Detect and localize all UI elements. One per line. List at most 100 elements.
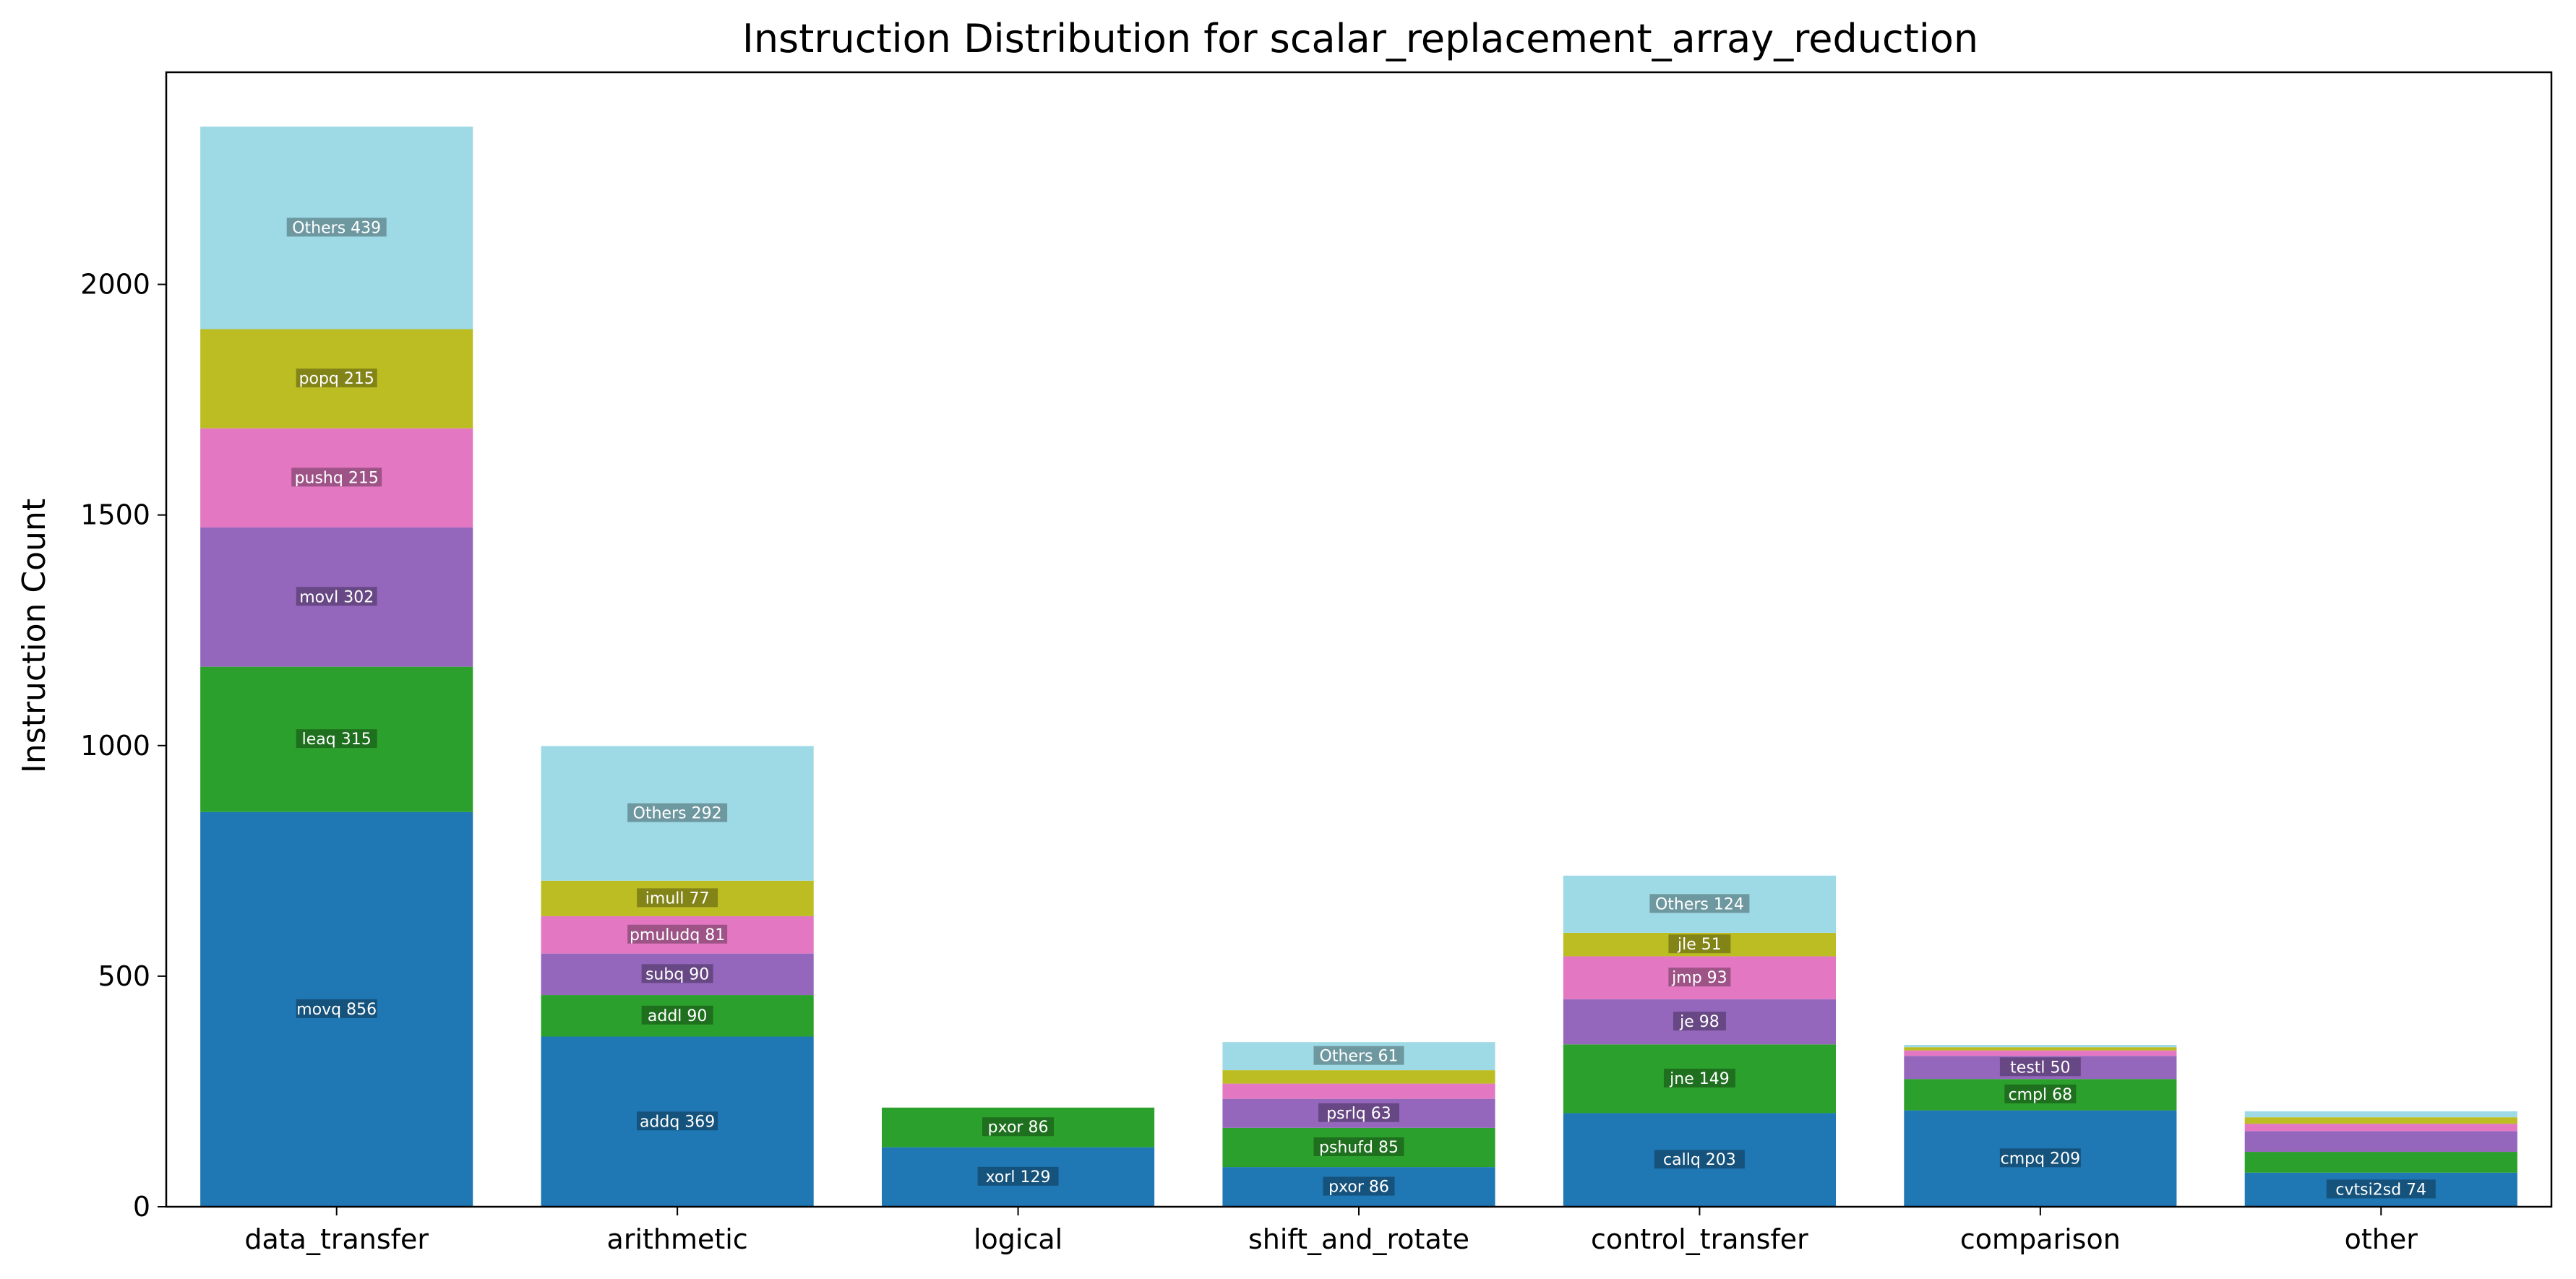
segment-label: xorl 129 [986,1168,1051,1187]
bar-segment [1222,1127,1495,1168]
segment-label: callq 203 [1663,1151,1736,1169]
segment-label-background [1654,1150,1745,1169]
segment-label: psrlq 63 [1326,1105,1391,1123]
segment-label-background [627,924,728,944]
segment-label-background [1673,1012,1726,1031]
bar-segment [1222,1042,1495,1071]
y-axis-label: Instruction Count [16,499,53,773]
segment-label-background [982,1117,1055,1137]
bar-segment [882,1147,1155,1207]
bar-segment [1563,999,1836,1045]
segment-label-background [296,729,377,749]
bar-segment [1904,1047,2177,1051]
bar-segment [1563,956,1836,999]
segment-label-background [1668,968,1731,987]
segment-label: imull 77 [645,890,710,908]
y-tick-label: 500 [98,960,150,992]
bar-segment [1563,932,1836,957]
segment-label: cmpl 68 [2009,1086,2073,1104]
x-tick-label: comparison [1960,1223,2121,1255]
bar-segment [200,329,473,429]
x-tick-label: data_transfer [244,1223,429,1255]
segment-label: je 98 [1679,1013,1720,1031]
plot-frame [165,71,2553,1208]
segment-label-background [286,218,387,237]
bar-stack-comparison: cmpq 209 cmpl 68 testl 50 [1904,1044,2177,1207]
segment-label-background [627,803,728,822]
segment-label-background [641,964,713,983]
bar-segment [541,1036,814,1207]
bars-layer: movq 856 leaq 315 movl 302 pushq 215 popq 21… [200,126,2517,1207]
bar-segment [1563,875,1836,933]
bar-segment [1222,1098,1495,1128]
bar-segment [200,811,473,1207]
bar-segment [2244,1131,2517,1153]
segment-label-background [296,999,377,1018]
segment-label-background [1313,1137,1404,1156]
x-tick-label: control_transfer [1591,1223,1808,1255]
segment-label-background [637,1111,718,1131]
segment-label: subq 90 [645,965,709,983]
bar-segment [541,995,814,1037]
segment-label-background [1313,1046,1404,1065]
segment-label: pxor 86 [988,1119,1049,1137]
bar-segment [1222,1070,1495,1084]
segment-label: popq 215 [299,370,374,388]
x-tick-label: arithmetic [607,1223,748,1255]
segment-label: addl 90 [648,1007,708,1025]
bar-stack-logical: xorl 129 pxor 86 [882,1107,1155,1207]
segment-label: movq 856 [296,1001,377,1019]
bar-segment [2244,1124,2517,1132]
segment-label-background [977,1166,1059,1186]
bar-segment [2244,1152,2517,1173]
segment-label: pmuludq 81 [630,926,725,944]
segment-label-background [1649,894,1750,913]
segment-label: Others 61 [1320,1048,1399,1066]
bar-segment [1904,1079,2177,1111]
segment-label: pushq 215 [295,469,379,487]
bar-segment [1222,1083,1495,1099]
bar-segment [1904,1050,2177,1056]
segment-label: movl 302 [299,588,374,606]
segment-label: cmpq 209 [2001,1150,2080,1168]
segment-label: jle 51 [1677,936,1722,954]
bar-segment [1904,1044,2177,1048]
bar-segment [541,880,814,916]
segment-label: jne 149 [1669,1070,1730,1088]
bar-stack-other: cvtsi2sd 74 [2244,1111,2517,1207]
segment-label-background [637,888,718,908]
segment-label: pshufd 85 [1319,1139,1399,1157]
segment-label-background [1999,1057,2081,1077]
segment-label-background [1999,1148,2081,1168]
bar-segment [1904,1110,2177,1207]
segment-label-background [1668,934,1731,954]
segment-label: pxor 86 [1328,1179,1389,1197]
x-tick-label: logical [974,1223,1062,1255]
segment-label-background [296,587,377,606]
bar-segment [882,1107,1155,1147]
segment-label: cvtsi2sd 74 [2335,1181,2426,1199]
bar-stack-arithmetic: addq 369 addl 90 subq 90 pmuludq 81 imull 77… [541,746,814,1207]
x-tick-label: other [2345,1223,2418,1255]
y-tick-label: 2000 [80,269,150,301]
bar-segment [2244,1172,2517,1207]
chart-title: Instruction Distribution for scalar_repl… [742,16,1978,61]
bar-stack-data-transfer: movq 856 leaq 315 movl 302 pushq 215 popq 21… [200,126,473,1207]
bar-segment [200,428,473,527]
bar-segment [200,126,473,330]
segment-label-background [1323,1176,1395,1196]
segment-label-background [641,1005,713,1025]
bar-segment [2244,1117,2517,1124]
bar-segment [541,916,814,954]
bar-segment [200,666,473,812]
segment-label: Others 439 [292,219,381,237]
segment-label: jmp 93 [1671,969,1727,987]
segment-label: Others 124 [1655,895,1744,913]
segment-label-background [1318,1103,1399,1122]
bar-segment [541,953,814,996]
axes-layer: data_transfer arithmetic logical shift_and_… [80,71,2553,1255]
y-tick-label: 0 [133,1191,150,1223]
bar-segment [541,746,814,881]
bar-segment [200,527,473,667]
